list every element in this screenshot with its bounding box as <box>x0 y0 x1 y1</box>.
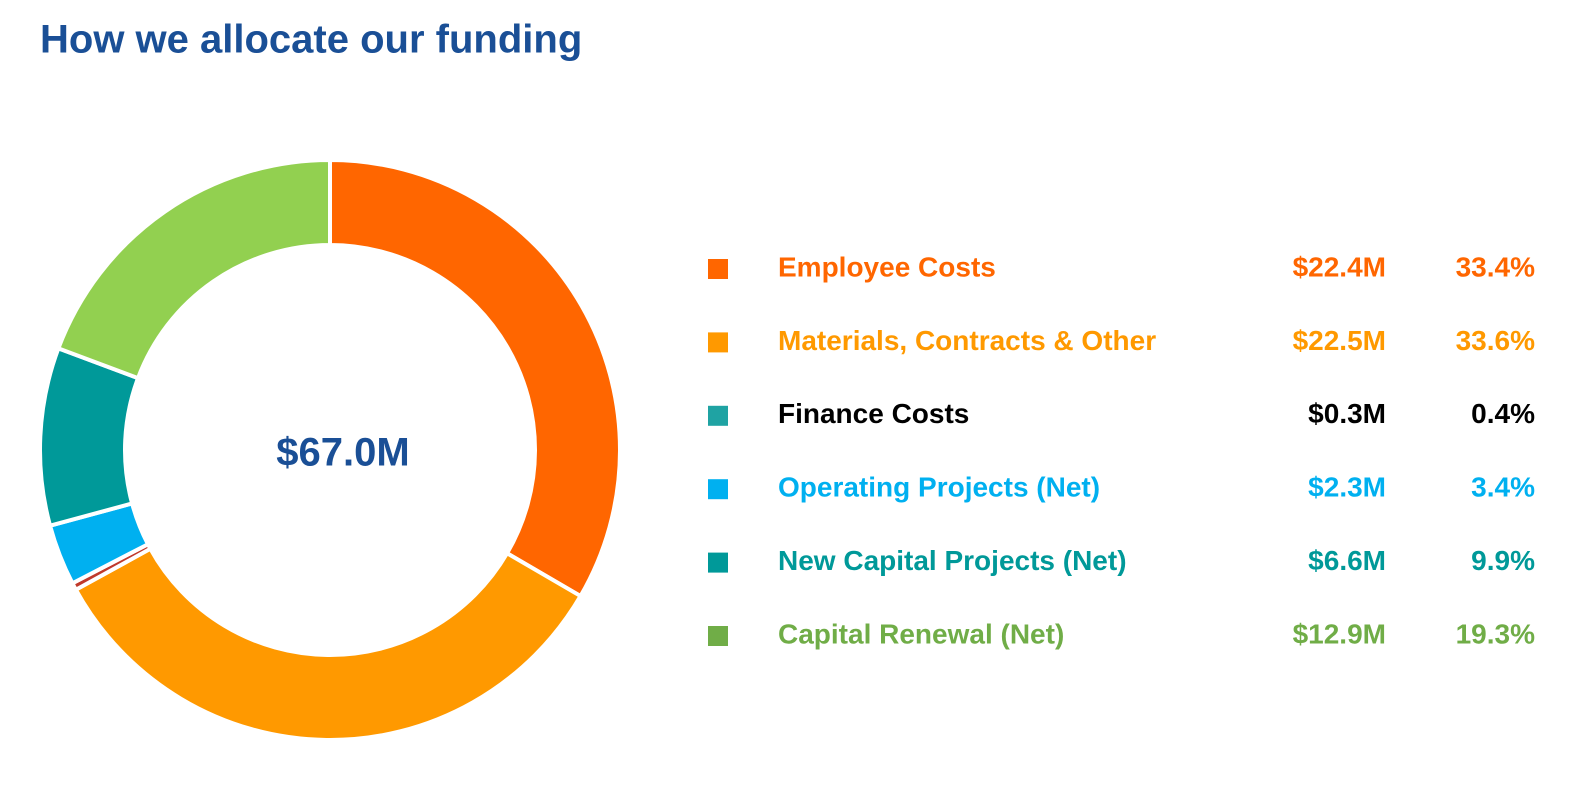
amount-label: $22.5M <box>1293 325 1386 356</box>
amount-label: $22.4M <box>1293 251 1386 282</box>
legend-swatch <box>708 259 728 279</box>
value-label: 33.6% <box>1456 325 1535 356</box>
amount-label: $6.6M <box>1308 545 1386 576</box>
legend-swatch <box>708 552 728 573</box>
legend-label: New Capital Projects (Net) <box>778 545 1127 576</box>
donut-slice <box>38 345 141 529</box>
value-label: 3.4% <box>1471 472 1535 503</box>
amount-label: $12.9M <box>1293 618 1386 649</box>
center-label: $67.0M <box>276 431 409 475</box>
legend-swatch <box>708 405 728 426</box>
legend-label: Materials, Contracts & Other <box>778 325 1156 356</box>
chart-title: How we allocate our funding <box>40 18 582 62</box>
value-label: 9.9% <box>1471 545 1535 576</box>
amount-label: $0.3M <box>1308 398 1386 429</box>
donut-slice <box>73 546 584 742</box>
legend-label: Operating Projects (Net) <box>778 472 1100 503</box>
legend-label: Employee Costs <box>778 251 996 282</box>
donut-slice <box>55 157 332 381</box>
value-label: 19.3% <box>1456 618 1535 649</box>
amount-label: $2.3M <box>1308 472 1386 503</box>
value-label: 0.4% <box>1471 398 1535 429</box>
legend-swatch <box>708 479 728 500</box>
legend-swatch <box>708 626 728 646</box>
donut-slice <box>328 157 622 599</box>
legend-label: Finance Costs <box>778 398 969 429</box>
legend-label: Capital Renewal (Net) <box>778 618 1064 649</box>
value-label: 33.4% <box>1456 251 1535 282</box>
legend-swatch <box>708 332 728 353</box>
